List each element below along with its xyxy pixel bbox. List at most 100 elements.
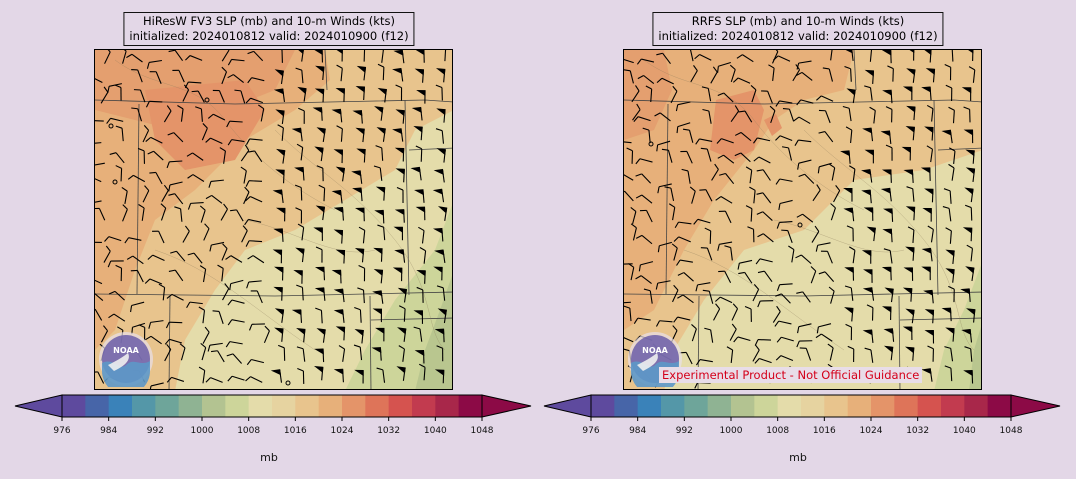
wind-barb [724, 270, 732, 284]
wind-barb-flag [847, 345, 854, 350]
wind-barb-flag [844, 285, 852, 289]
wind-barb [740, 132, 752, 142]
wind-barb-pennant [844, 307, 854, 315]
wind-barb [148, 59, 163, 63]
wind-barb [362, 290, 365, 304]
colorbar-tick-label: 1040 [424, 426, 447, 436]
wind-barb-pennant [297, 86, 307, 95]
wind-barb-flag [657, 245, 660, 253]
colorbar-swatch [871, 395, 895, 417]
colorbar-swatch [684, 395, 709, 417]
wind-barb-pennant [298, 50, 304, 55]
wind-barb-flag [624, 305, 630, 309]
wind-barb [641, 173, 652, 184]
wind-barb [639, 158, 653, 163]
wind-barb [824, 131, 834, 143]
colorbar-swatch [458, 395, 483, 417]
colorbar-tick-label: 1000 [720, 426, 743, 436]
wind-barb-flag [717, 92, 725, 97]
wind-barb-pennant [372, 290, 383, 297]
wind-barb-flag [165, 321, 170, 329]
wind-barb-flag [926, 145, 933, 150]
wind-barb [160, 207, 167, 221]
wind-barb-flag [296, 346, 304, 350]
wind-barb [173, 132, 184, 143]
wind-barb-flag [633, 317, 639, 324]
wind-barb [798, 116, 811, 125]
wind-barb-flag [375, 145, 382, 149]
wind-barb [182, 89, 190, 102]
colorbar-tick-label: 1016 [813, 426, 836, 436]
wind-barb [423, 367, 426, 381]
wind-barb [150, 335, 162, 345]
wind-barb [124, 191, 128, 204]
hiresw-panel: HiResW FV3 SLP (mb) and 10-m Winds (kts)… [14, 12, 532, 464]
wind-barb-flag [207, 113, 214, 119]
wind-barb-flag [668, 203, 676, 208]
wind-barb [221, 268, 224, 282]
wind-barb-pennant [433, 168, 444, 175]
wind-barb-flag [673, 316, 679, 323]
colorbar-tick-label: 1040 [953, 426, 976, 436]
colorbar-extend-high [1010, 394, 1061, 418]
wind-barb-flag [689, 186, 696, 192]
wind-barb [802, 213, 814, 223]
wind-barb-flag [948, 163, 955, 169]
wind-barb-pennant [315, 205, 326, 213]
wind-barb [243, 170, 247, 184]
colorbar-swatch [894, 395, 919, 417]
wind-barb-pennant [922, 208, 932, 215]
wind-barb [631, 90, 640, 103]
wind-barb [677, 122, 691, 128]
svg-text:NOAA: NOAA [113, 346, 139, 355]
wind-barb-flag [183, 84, 190, 91]
wind-barb [830, 50, 833, 61]
wind-barb-flag [774, 320, 780, 327]
wind-barb-pennant [921, 247, 932, 254]
wind-barb-pennant [274, 327, 284, 335]
disclaimer-label: Experimental Product - Not Official Guid… [659, 367, 923, 383]
wind-barb-flag [796, 291, 803, 294]
wind-barb-flag [144, 185, 150, 191]
wind-barb [719, 241, 733, 245]
wind-barb [100, 330, 109, 343]
wind-barb-flag [223, 203, 228, 210]
wind-barb-pennant [314, 287, 325, 294]
wind-barb-pennant [411, 106, 422, 113]
wind-barb-flag [115, 125, 123, 129]
wind-barb [870, 349, 874, 363]
wind-barb [381, 50, 384, 63]
wind-barb-flag [738, 110, 746, 113]
wind-barb-flag [635, 158, 641, 165]
wind-barb [342, 348, 346, 362]
wind-barb-flag [715, 303, 721, 310]
wind-barb-flag [638, 264, 641, 272]
wind-barb-pennant [880, 130, 891, 137]
wind-barb [624, 59, 634, 64]
wind-barb-flag [671, 243, 678, 249]
wind-barb-flag [719, 172, 726, 176]
wind-barb [240, 150, 250, 162]
wind-barb [108, 236, 122, 242]
wind-barb [641, 234, 653, 245]
wind-barb-flag [207, 345, 211, 352]
wind-barb-flag [222, 243, 228, 249]
wind-barb [640, 261, 654, 266]
wind-barb-pennant [883, 345, 894, 353]
wind-barb-pennant [294, 166, 304, 174]
wind-barb [912, 229, 915, 243]
colorbar-swatch [388, 395, 413, 417]
wind-barb-pennant [843, 207, 854, 214]
wind-barb-flag [168, 184, 171, 192]
wind-barb [182, 230, 190, 243]
wind-barb [211, 195, 223, 204]
wind-barb-flag [795, 254, 802, 259]
wind-barb-flag [336, 64, 343, 69]
wind-barb-flag [732, 303, 738, 310]
wind-barb-flag [143, 125, 150, 131]
wind-barb-pennant [961, 87, 972, 94]
wind-barb-flag [635, 275, 642, 280]
wind-barb [251, 77, 265, 82]
wind-barb-flag [377, 63, 385, 68]
wind-barb [679, 259, 693, 263]
